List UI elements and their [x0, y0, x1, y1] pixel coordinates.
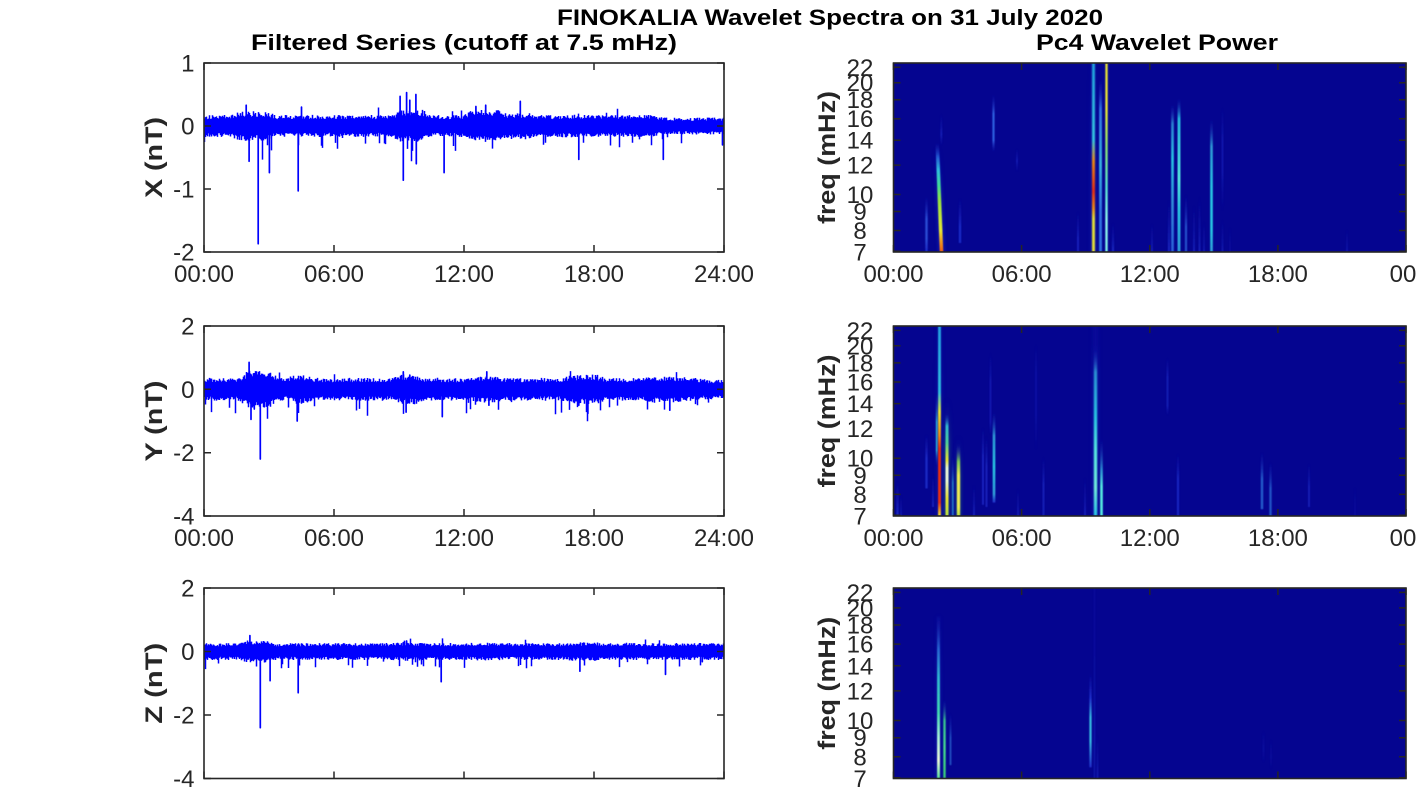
svg-text:9: 9: [853, 725, 866, 752]
svg-text:22: 22: [847, 55, 874, 82]
svg-text:06:00: 06:00: [304, 525, 364, 552]
svg-text:1: 1: [181, 51, 194, 78]
svg-text:18:00: 18:00: [564, 525, 624, 552]
svg-text:12: 12: [847, 416, 874, 443]
svg-text:-2: -2: [173, 240, 194, 267]
svg-text:9: 9: [853, 463, 866, 490]
svg-text:8: 8: [853, 218, 866, 245]
svg-text:Z (nT): Z (nT): [141, 643, 168, 724]
svg-text:20: 20: [847, 595, 874, 622]
svg-text:18:00: 18:00: [564, 261, 624, 288]
svg-text:00: 00: [1390, 525, 1417, 552]
svg-text:10: 10: [847, 708, 874, 735]
svg-text:8: 8: [853, 744, 866, 771]
svg-text:06:00: 06:00: [992, 525, 1052, 552]
svg-text:24:00: 24:00: [694, 261, 754, 288]
svg-text:14: 14: [847, 391, 874, 418]
svg-text:0: 0: [181, 114, 194, 141]
svg-text:20: 20: [847, 333, 874, 360]
svg-text:7: 7: [853, 766, 866, 788]
svg-text:18: 18: [847, 350, 874, 377]
svg-text:16: 16: [847, 369, 874, 396]
svg-text:18: 18: [847, 612, 874, 639]
svg-text:00:00: 00:00: [174, 261, 234, 288]
svg-text:X (nT): X (nT): [141, 117, 168, 198]
svg-text:-4: -4: [173, 504, 194, 531]
svg-text:18: 18: [847, 87, 874, 114]
svg-text:8: 8: [853, 482, 866, 509]
svg-text:freq (mHz): freq (mHz): [814, 617, 841, 750]
svg-text:Y (nT): Y (nT): [141, 381, 168, 462]
svg-text:2: 2: [181, 576, 194, 603]
svg-text:16: 16: [847, 632, 874, 659]
svg-text:24:00: 24:00: [694, 525, 754, 552]
svg-text:12: 12: [847, 678, 874, 705]
svg-text:freq (mHz): freq (mHz): [814, 91, 841, 224]
svg-text:0: 0: [181, 377, 194, 404]
svg-text:12:00: 12:00: [1120, 261, 1180, 288]
svg-text:FINOKALIA Wavelet Spectra on 3: FINOKALIA Wavelet Spectra on 31 July 202…: [557, 5, 1103, 30]
svg-text:Pc4 Wavelet Power: Pc4 Wavelet Power: [1036, 30, 1279, 55]
svg-text:9: 9: [853, 199, 866, 226]
svg-text:-2: -2: [173, 703, 194, 730]
svg-text:-1: -1: [173, 177, 194, 204]
svg-text:00: 00: [1390, 261, 1417, 288]
svg-text:10: 10: [847, 446, 874, 473]
svg-text:-4: -4: [173, 766, 194, 788]
svg-text:14: 14: [847, 128, 874, 155]
svg-text:00:00: 00:00: [863, 525, 923, 552]
svg-text:-2: -2: [173, 440, 194, 467]
svg-text:12:00: 12:00: [434, 525, 494, 552]
svg-text:12: 12: [847, 153, 874, 180]
svg-text:12:00: 12:00: [434, 261, 494, 288]
svg-text:18:00: 18:00: [1248, 261, 1308, 288]
svg-text:20: 20: [847, 70, 874, 97]
svg-text:00:00: 00:00: [863, 261, 923, 288]
svg-text:0: 0: [181, 639, 194, 666]
svg-text:06:00: 06:00: [992, 261, 1052, 288]
svg-text:12:00: 12:00: [1120, 525, 1180, 552]
svg-text:Filtered Series (cutoff at 7.5: Filtered Series (cutoff at 7.5 mHz): [251, 30, 677, 55]
svg-text:22: 22: [847, 580, 874, 607]
svg-text:7: 7: [853, 504, 866, 531]
svg-text:00:00: 00:00: [174, 525, 234, 552]
svg-text:7: 7: [853, 240, 866, 267]
svg-text:18:00: 18:00: [1248, 525, 1308, 552]
svg-text:freq (mHz): freq (mHz): [814, 355, 841, 488]
svg-text:22: 22: [847, 318, 874, 345]
svg-text:2: 2: [181, 314, 194, 341]
svg-text:14: 14: [847, 653, 874, 680]
svg-text:10: 10: [847, 182, 874, 209]
svg-text:06:00: 06:00: [304, 261, 364, 288]
svg-text:16: 16: [847, 106, 874, 133]
